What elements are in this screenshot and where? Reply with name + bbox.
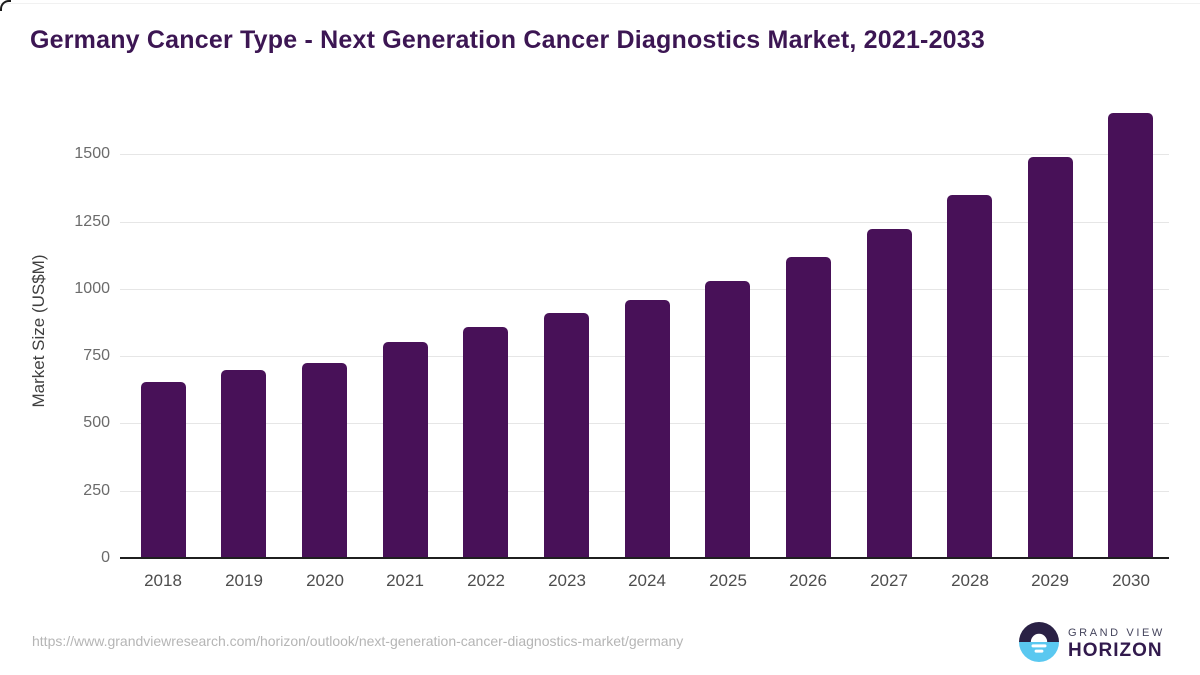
x-tick-label-2025: 2025 (709, 571, 747, 590)
x-tick-label-2021: 2021 (386, 571, 424, 590)
y-tick-label-0: 0 (101, 549, 110, 566)
x-tick-label-2026: 2026 (789, 571, 827, 590)
x-axis-line (120, 557, 1169, 559)
grid-line-1500 (120, 154, 1169, 155)
y-axis-title: Market Size (US$M) (29, 254, 48, 408)
x-tick-label-2027: 2027 (870, 571, 908, 590)
x-tick-label-2028: 2028 (951, 571, 989, 590)
y-tick-label-250: 250 (83, 482, 110, 499)
y-tick-label-1250: 1250 (74, 213, 110, 230)
x-tick-label-2018: 2018 (144, 571, 182, 590)
bar-2028[interactable] (947, 195, 992, 558)
y-tick-label-1500: 1500 (74, 145, 110, 162)
bar-2020[interactable] (302, 363, 347, 558)
bar-2018[interactable] (141, 382, 186, 558)
y-tick-label-750: 750 (83, 347, 110, 364)
chart-title: Germany Cancer Type - Next Generation Ca… (30, 26, 985, 54)
logo-text-grand-view: GRAND VIEW (1068, 627, 1165, 639)
bar-2029[interactable] (1028, 157, 1073, 558)
logo-text-horizon: HORIZON (1068, 640, 1163, 661)
window-corner-artifact (0, 0, 11, 11)
grid-line-1250 (120, 222, 1169, 223)
x-tick-label-2022: 2022 (467, 571, 505, 590)
horizon-sunrise-icon (1019, 622, 1059, 667)
x-tick-label-2023: 2023 (548, 571, 586, 590)
x-tick-label-2030: 2030 (1112, 571, 1150, 590)
grid-line-1000 (120, 289, 1169, 290)
x-tick-label-2019: 2019 (225, 571, 263, 590)
bar-2023[interactable] (544, 313, 589, 558)
grand-view-horizon-logo: GRAND VIEW HORIZON (1019, 622, 1165, 667)
source-url: https://www.grandviewresearch.com/horizo… (32, 633, 684, 649)
bar-2019[interactable] (221, 370, 266, 558)
x-tick-label-2024: 2024 (628, 571, 666, 590)
y-tick-label-500: 500 (83, 414, 110, 431)
y-tick-label-1000: 1000 (74, 280, 110, 297)
x-tick-label-2020: 2020 (306, 571, 344, 590)
top-hairline (0, 3, 1200, 4)
bar-2027[interactable] (867, 229, 912, 558)
bar-2025[interactable] (705, 281, 750, 558)
bar-2030[interactable] (1108, 113, 1153, 558)
x-tick-label-2029: 2029 (1031, 571, 1069, 590)
bar-2026[interactable] (786, 257, 831, 558)
bar-2022[interactable] (463, 327, 508, 558)
bar-2024[interactable] (625, 300, 670, 558)
bar-2021[interactable] (383, 342, 428, 558)
